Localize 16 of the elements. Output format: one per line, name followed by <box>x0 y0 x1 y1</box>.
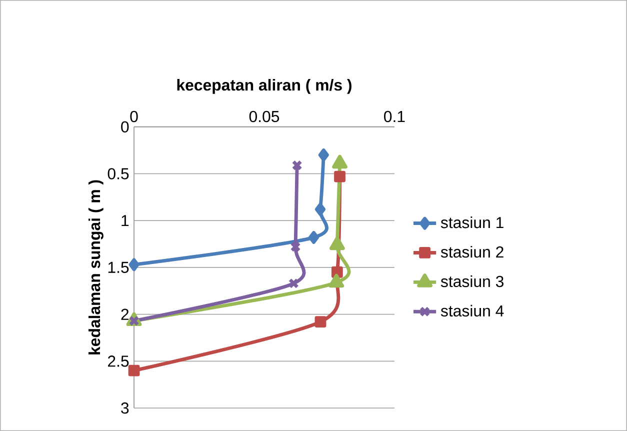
legend-label: stasiun 2 <box>440 246 504 258</box>
y-tick-label: 2.5 <box>108 356 129 367</box>
y-tick-label: 0.5 <box>108 168 129 180</box>
x-tick-label: 0.1 <box>384 110 405 122</box>
y-tick-label: 2 <box>121 308 129 320</box>
y-tick-label: 3 <box>121 402 129 414</box>
legend-label: stasiun 1 <box>440 216 504 228</box>
x-axis-title: kecepatan aliran ( m/s ) <box>177 78 352 94</box>
x-tick-label: 0.05 <box>249 110 280 122</box>
legend-label: stasiun 3 <box>440 275 504 288</box>
y-axis-title: kedalaman sungai ( m ) <box>88 180 104 354</box>
x-tick-label: 0 <box>130 110 138 122</box>
y-tick-label: 1 <box>122 215 129 226</box>
y-tick-label: 0 <box>121 121 129 132</box>
legend-label: stasiun 4 <box>440 304 504 316</box>
y-tick-label: 1.5 <box>108 262 129 273</box>
